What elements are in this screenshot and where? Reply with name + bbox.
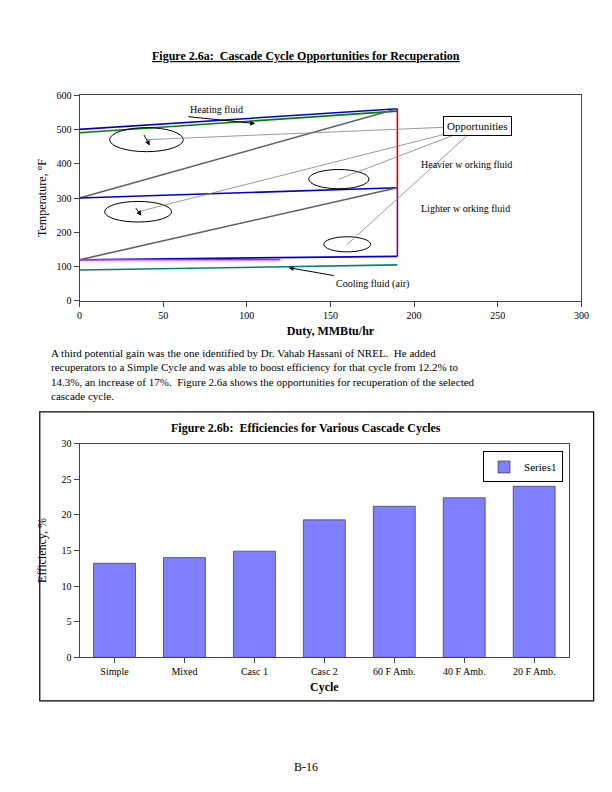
svg-text:Heavier w orking fluid: Heavier w orking fluid <box>421 159 512 170</box>
svg-text:150: 150 <box>323 310 338 321</box>
svg-text:600: 600 <box>57 90 72 101</box>
svg-text:0: 0 <box>67 295 72 306</box>
svg-text:10: 10 <box>62 581 72 592</box>
svg-text:0: 0 <box>77 310 82 321</box>
svg-text:5: 5 <box>67 616 72 627</box>
svg-text:300: 300 <box>574 310 589 321</box>
svg-text:Casc 2: Casc 2 <box>311 666 338 677</box>
svg-text:60 F Amb.: 60 F Amb. <box>373 666 416 677</box>
svg-text:200: 200 <box>57 227 72 238</box>
svg-text:40 F Amb.: 40 F Amb. <box>443 666 486 677</box>
svg-text:Heating fluid: Heating fluid <box>190 104 243 115</box>
svg-text:30: 30 <box>62 438 72 449</box>
svg-text:Opportunities: Opportunities <box>447 120 508 132</box>
svg-text:200: 200 <box>407 310 422 321</box>
svg-text:20 F Amb.: 20 F Amb. <box>513 666 556 677</box>
svg-text:400: 400 <box>57 158 72 169</box>
svg-text:Cooling fluid (air): Cooling fluid (air) <box>336 278 409 290</box>
svg-text:Lighter w orking fluid: Lighter w orking fluid <box>421 203 510 214</box>
svg-text:Figure 2.6a: Cascade Cycle Op: Figure 2.6a: Cascade Cycle Opportunities… <box>152 49 460 63</box>
svg-text:100: 100 <box>239 310 254 321</box>
svg-text:100: 100 <box>57 261 72 272</box>
svg-text:Cycle: Cycle <box>310 680 339 694</box>
svg-text:250: 250 <box>490 310 505 321</box>
svg-text:0: 0 <box>67 652 72 663</box>
svg-text:A third potential gain was the: A third potential gain was the one ident… <box>51 347 475 402</box>
svg-text:Temperature, °F: Temperature, °F <box>35 159 49 237</box>
svg-text:Figure 2.6b: Efficiencies for: Figure 2.6b: Efficiencies for Various Ca… <box>171 421 441 435</box>
svg-text:25: 25 <box>62 474 72 485</box>
svg-text:20: 20 <box>62 509 72 520</box>
svg-text:Casc 1: Casc 1 <box>241 666 268 677</box>
svg-text:Series1: Series1 <box>524 461 556 473</box>
svg-text:Mixed: Mixed <box>171 666 197 677</box>
svg-text:B-16: B-16 <box>294 760 318 774</box>
svg-text:15: 15 <box>62 545 72 556</box>
svg-text:Simple: Simple <box>100 666 129 677</box>
svg-text:500: 500 <box>57 124 72 135</box>
svg-text:300: 300 <box>57 193 72 204</box>
svg-text:Efficiency, %: Efficiency, % <box>35 518 49 583</box>
svg-text:50: 50 <box>158 310 168 321</box>
svg-text:Duty, MMBtu/hr: Duty, MMBtu/hr <box>287 324 375 338</box>
